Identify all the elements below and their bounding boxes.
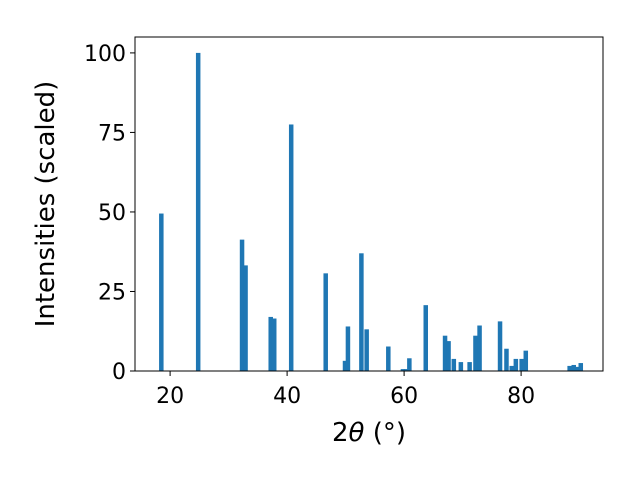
bar-17 — [442, 335, 448, 371]
bar-16 — [423, 305, 428, 371]
bar-14 — [403, 369, 409, 371]
bar-9 — [345, 326, 351, 371]
bar-31 — [571, 364, 576, 371]
y-tick-label-50: 50 — [98, 201, 126, 226]
bar-33 — [578, 363, 584, 371]
bar-25 — [504, 348, 509, 371]
bar-15 — [407, 358, 412, 371]
bar-1 — [195, 52, 201, 372]
plot-frame — [134, 36, 604, 372]
bar-6 — [288, 124, 294, 371]
bar-29 — [523, 350, 529, 371]
y-axis-label: Intensities (scaled) — [31, 81, 61, 328]
bar-21 — [467, 362, 472, 371]
bar-27 — [513, 358, 519, 371]
bar-26 — [509, 365, 514, 371]
x-tick-label-60: 60 — [390, 384, 418, 409]
bar-19 — [451, 358, 457, 371]
x-axis-label-main: 2 — [332, 418, 349, 448]
y-tick-label-0: 0 — [112, 360, 126, 385]
bars-group — [159, 52, 584, 372]
bar-28 — [519, 358, 524, 371]
bar-32 — [575, 366, 580, 371]
bar-5 — [271, 318, 277, 371]
bar-8 — [342, 360, 348, 371]
y-tick-label-75: 75 — [98, 121, 126, 146]
bar-11 — [364, 329, 369, 371]
bar-7 — [323, 273, 328, 371]
bar-10 — [359, 253, 364, 371]
bar-13 — [400, 369, 406, 371]
x-axis-label-unit: (°) — [364, 418, 406, 448]
bar-0 — [159, 213, 164, 371]
y-tick-label-100: 100 — [84, 42, 126, 67]
bar-30 — [567, 365, 572, 371]
bar-2 — [239, 239, 245, 371]
bar-4 — [268, 316, 273, 371]
bar-3 — [243, 265, 248, 371]
x-tick-label-20: 20 — [156, 384, 184, 409]
x-tick-label-40: 40 — [273, 384, 301, 409]
bar-22 — [473, 335, 478, 371]
bar-12 — [386, 346, 391, 371]
bar-18 — [446, 341, 451, 371]
bar-24 — [497, 321, 503, 371]
y-tick-label-25: 25 — [98, 280, 126, 305]
x-axis-ticks: 20 40 60 80 — [156, 371, 535, 409]
x-tick-label-80: 80 — [507, 384, 535, 409]
bar-23 — [477, 325, 482, 371]
y-axis-ticks: 0 25 50 75 100 — [84, 42, 135, 385]
bar-20 — [458, 362, 464, 371]
x-axis-label: 2θ (°) — [332, 418, 406, 448]
x-axis-label-theta: θ — [349, 418, 365, 448]
